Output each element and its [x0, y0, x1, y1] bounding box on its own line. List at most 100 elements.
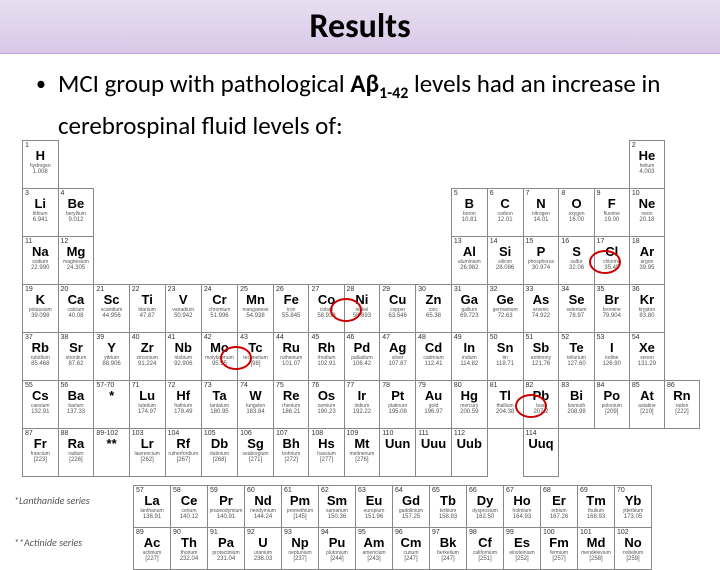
element-Hf: 72Hfhafnium178.49	[165, 381, 201, 429]
element-U: 92Uuranium238.03	[245, 528, 282, 570]
element-K: 19Kpotassium39.098	[23, 285, 59, 333]
element-V: 23Vvanadium50.942	[165, 285, 201, 333]
element-Mn: 25Mnmanganese54.938	[238, 285, 274, 333]
element-Na: 11Nasodium22.990	[23, 237, 59, 285]
element-Gd: 64Gdgadolinium157.25	[393, 486, 430, 528]
element-Pb: 82Pblead207.2	[523, 381, 559, 429]
element-Md: 101Mdmendelevium[258]	[578, 528, 615, 570]
element-Uub: 112Uub	[451, 429, 487, 477]
element-In: 49Inindium114.82	[451, 333, 487, 381]
bullet-subscript: 1-42	[379, 84, 408, 103]
element-Xe: 54Xexenon131.29	[629, 333, 664, 381]
element-Al: 13Alaluminium26.982	[451, 237, 487, 285]
element-N: 7Nnitrogen14.01	[523, 189, 559, 237]
element-Cr: 24Crchromium51.996	[201, 285, 237, 333]
element-Br: 35Brbromine79.904	[594, 285, 629, 333]
element-W: 74Wtungsten183.84	[238, 381, 274, 429]
element-B: 5Bboron10.81	[451, 189, 487, 237]
lanthanide-label: *Lanthanide series	[14, 494, 90, 507]
element-Rh: 45Rhrhodium102.91	[309, 333, 344, 381]
element-Ne: 10Neneon20.18	[629, 189, 664, 237]
element-Cf: 98Cfcalifornium[251]	[467, 528, 504, 570]
element-Hg: 80Hgmercury200.59	[451, 381, 487, 429]
element-F: 9Ffluorine19.00	[594, 189, 629, 237]
element-Li: 3Lilithium6.941	[23, 189, 59, 237]
element-Bh: 107Bhbohrium[272]	[273, 429, 308, 477]
periodic-table-series: 57Lalanthanum138.9158Cecerium140.1259Prp…	[133, 485, 652, 570]
element-Pa: 91Paprotactinium231.04	[208, 528, 245, 570]
element-Sm: 62Smsamarium150.36	[319, 486, 356, 528]
element-Cs: 55Cscaesium132.91	[23, 381, 59, 429]
element-Sr: 38Srstrontium87.62	[58, 333, 94, 381]
element-Ar: 18Arargon39.95	[629, 237, 664, 285]
element-Sb: 51Sbantimony121.76	[523, 333, 559, 381]
element-Lr: 103Lrlawrencium[262]	[129, 429, 165, 477]
element-Pt: 78Ptplatinum195.08	[380, 381, 416, 429]
element-La: 57Lalanthanum138.91	[134, 486, 171, 528]
bullet-text: MCI group with pathological Aβ1-42 level…	[58, 68, 672, 142]
element-Eu: 63Eueuropium151.96	[356, 486, 393, 528]
element-Am: 95Amamericium[243]	[356, 528, 393, 570]
periodic-table-container: 1Hhydrogen1.008 2Hehelium4.003 3Lilithium6…	[22, 140, 700, 570]
element-Sn: 50Sntin118.71	[487, 333, 523, 381]
bullet-point: • MCI group with pathological Aβ1-42 lev…	[0, 54, 720, 142]
element-As: 33Asarsenic74.922	[523, 285, 559, 333]
element-Ce: 58Cecerium140.12	[171, 486, 208, 528]
element-Cd: 48Cdcadmium112.41	[416, 333, 452, 381]
element-Sc: 21Scscandium44.956	[94, 285, 129, 333]
element-At: 85Atastatine[210]	[629, 381, 664, 429]
element-Rf: 104Rfrutherfordium[267]	[165, 429, 201, 477]
element-Pd: 46Pdpalladium106.42	[344, 333, 380, 381]
element-Zr: 40Zrzirconium91.224	[129, 333, 165, 381]
element-I: 53Iiodine126.90	[594, 333, 629, 381]
element-Ho: 67Hoholmium164.93	[504, 486, 541, 528]
element-C: 6Ccarbon12.01	[487, 189, 523, 237]
element-P: 15Pphosphorus30.974	[523, 237, 559, 285]
element-Ag: 47Agsilver107.87	[380, 333, 416, 381]
element-Ta: 73Tatantalum180.95	[201, 381, 237, 429]
element-Th: 90Ththorium232.04	[171, 528, 208, 570]
element-Pu: 94Puplutonium[244]	[319, 528, 356, 570]
element-Db: 105Dbdubnium[268]	[201, 429, 237, 477]
element-Y: 39Yyttrium88.906	[94, 333, 129, 381]
bullet-bold: Aβ	[350, 68, 379, 99]
element-Ra: 88Raradium[226]	[58, 429, 94, 477]
page-title: Results	[309, 6, 410, 47]
bullet-marker: •	[36, 68, 46, 100]
element-Tm: 69Tmthulium168.93	[578, 486, 615, 528]
element-Cu: 29Cucopper63.546	[380, 285, 416, 333]
element-Tl: 81Tlthallium204.38	[487, 381, 523, 429]
element-Fm: 100Fmfermium[257]	[541, 528, 578, 570]
element-Nd: 60Ndneodymium144.24	[245, 486, 282, 528]
element-Ni: 28Ninickel58.693	[344, 285, 380, 333]
element-Ru: 44Ruruthenium101.07	[273, 333, 308, 381]
element-Dy: 66Dydysprosium162.50	[467, 486, 504, 528]
element-Nb: 41Nbniobium92.906	[165, 333, 201, 381]
element-Ga: 31Gagallium69.723	[451, 285, 487, 333]
bullet-prefix: MCI group with pathological	[58, 68, 350, 99]
element-Fe: 26Feiron55.845	[273, 285, 308, 333]
element-Np: 93Npneptunium[237]	[282, 528, 319, 570]
element-Si: 14Sisilicon28.086	[487, 237, 523, 285]
element-Ba: 56Babarium137.33	[58, 381, 94, 429]
element-Uuu: 111Uuu	[416, 429, 452, 477]
element-He: 2Hehelium4.003	[629, 141, 664, 189]
element-Bi: 83Bibismuth208.98	[559, 381, 594, 429]
periodic-table-main: 1Hhydrogen1.008 2Hehelium4.003 3Lilithium6…	[22, 140, 700, 477]
element-Be: 4Beberyllium9.012	[58, 189, 94, 237]
element-Ti: 22Tititanium47.87	[129, 285, 165, 333]
element-Hs: 108Hshassium[277]	[309, 429, 344, 477]
element-Er: 68Ererbium167.26	[541, 486, 578, 528]
element-Cm: 96Cmcurium[247]	[393, 528, 430, 570]
element-Tb: 65Tbterbium158.93	[430, 486, 467, 528]
element-Po: 84Popolonium[209]	[594, 381, 629, 429]
element-Ge: 32Gegermanium72.63	[487, 285, 523, 333]
element-Cl: 17Clchlorine35.45	[594, 237, 629, 285]
element-H: 1Hhydrogen1.008	[23, 141, 59, 189]
element-**: 89-102**	[94, 429, 129, 477]
element-Co: 27Cocobalt58.933	[309, 285, 344, 333]
element-O: 8Ooxygen16.00	[559, 189, 594, 237]
element-Mo: 42Momolybdenum95.95	[201, 333, 237, 381]
element-Mg: 12Mgmagnesium24.305	[58, 237, 94, 285]
element-Au: 79Augold196.97	[416, 381, 452, 429]
